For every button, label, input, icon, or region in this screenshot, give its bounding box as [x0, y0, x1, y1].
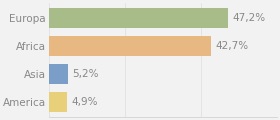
Bar	[49, 92, 67, 112]
Text: 42,7%: 42,7%	[215, 41, 248, 51]
Text: 5,2%: 5,2%	[72, 69, 99, 79]
Text: 47,2%: 47,2%	[232, 13, 265, 23]
Bar	[49, 64, 69, 84]
Bar	[49, 36, 211, 56]
Text: 4,9%: 4,9%	[71, 97, 98, 107]
Bar	[49, 8, 228, 28]
